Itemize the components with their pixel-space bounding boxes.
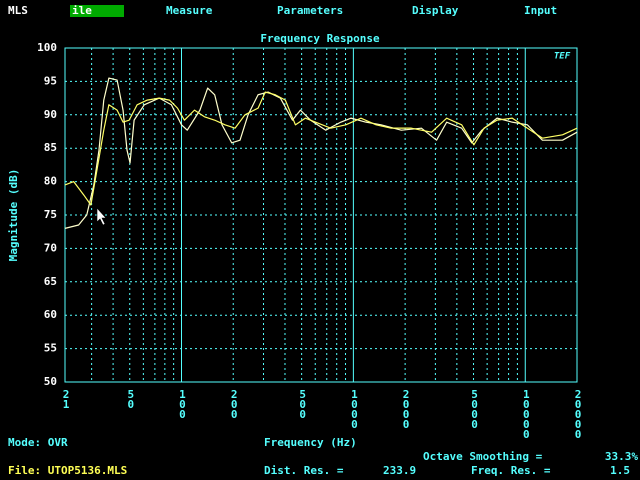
file-name: File: UTOP5136.MLS [8, 464, 128, 477]
response-curve [64, 77, 578, 229]
y-tick-label: 90 [44, 108, 57, 121]
smoothing-label: Octave Smoothing = [423, 450, 543, 463]
menu-item-selected[interactable]: ile [70, 5, 124, 17]
y-tick-label: 75 [44, 208, 57, 221]
y-tick-label: 80 [44, 175, 57, 188]
mouse-cursor [96, 207, 107, 226]
x-tick-label: 1000 [351, 388, 358, 431]
y-tick-label: 55 [44, 342, 57, 355]
menu-item[interactable]: Display [412, 4, 459, 17]
x-tick-label: 20000 [574, 388, 582, 441]
response-curve [64, 91, 578, 206]
y-tick-label: 65 [44, 275, 57, 288]
menu-item[interactable]: Measure [166, 4, 213, 17]
y-tick-label: 85 [44, 141, 57, 154]
smoothing-value: 33.3% [604, 450, 638, 463]
x-tick-label: 5000 [471, 388, 478, 431]
x-tick-label: 100 [179, 388, 186, 421]
y-tick-label: 95 [44, 74, 57, 87]
freq-res-label: Freq. Res. = [471, 464, 551, 477]
menu-item[interactable]: Input [524, 4, 558, 17]
freq-res-value: 1.5 [610, 464, 630, 477]
logo: TEF [554, 52, 571, 62]
x-tick-label: 200 [230, 388, 238, 421]
dist-res-label: Dist. Res. = [264, 464, 344, 477]
x-tick-label: 50 [127, 388, 135, 411]
chart-title: Frequency Response [260, 32, 380, 45]
x-tick-label: 21 [62, 388, 70, 411]
menu-item[interactable]: Parameters [277, 4, 344, 17]
mode: Mode: OVR [8, 436, 68, 449]
y-tick-label: 60 [44, 308, 57, 321]
x-tick-label: 10000 [522, 388, 530, 441]
y-tick-label: 100 [37, 41, 57, 54]
menu-item[interactable]: MLS [8, 4, 28, 17]
y-tick-label: 50 [44, 375, 57, 388]
x-tick-label: 500 [299, 388, 306, 421]
dist-res-value: 233.9 [383, 464, 417, 477]
y-axis-label: Magnitude (dB) [7, 169, 20, 262]
x-axis-label: Frequency (Hz) [264, 436, 357, 449]
x-tick-label: 2000 [402, 388, 410, 431]
y-tick-label: 70 [44, 241, 57, 254]
